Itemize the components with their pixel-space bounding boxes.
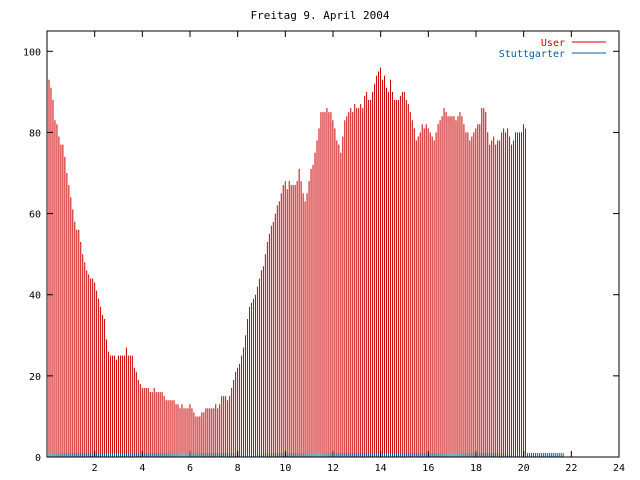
x-tick-label: 8 xyxy=(235,463,241,474)
x-tick-label: 10 xyxy=(279,463,291,474)
x-tick-label: 6 xyxy=(187,463,193,474)
chart-title: Freitag 9. April 2004 xyxy=(250,9,389,22)
x-tick-label: 12 xyxy=(327,463,339,474)
y-tick-label: 40 xyxy=(29,291,41,302)
x-tick-label: 4 xyxy=(139,463,145,474)
stuttgarter-baseline-group xyxy=(46,452,564,457)
x-tick-label: 18 xyxy=(470,463,482,474)
legend-label-user: User xyxy=(541,38,565,49)
x-tick-label: 24 xyxy=(613,463,625,474)
legend: User Stuttgarter xyxy=(499,38,606,60)
x-tick-label: 16 xyxy=(422,463,434,474)
y-tick-label: 60 xyxy=(29,210,41,221)
x-tick-label: 14 xyxy=(375,463,387,474)
x-tick-label: 20 xyxy=(518,463,530,474)
y-tick-label: 0 xyxy=(35,453,41,464)
y-tick-label: 20 xyxy=(29,372,41,383)
legend-label-stuttgarter: Stuttgarter xyxy=(499,49,565,60)
y-tick-label: 100 xyxy=(23,47,41,58)
y-tick-label: 80 xyxy=(29,128,41,139)
bars-group xyxy=(46,51,526,457)
x-tick-label: 22 xyxy=(565,463,577,474)
x-tick-label: 2 xyxy=(92,463,98,474)
